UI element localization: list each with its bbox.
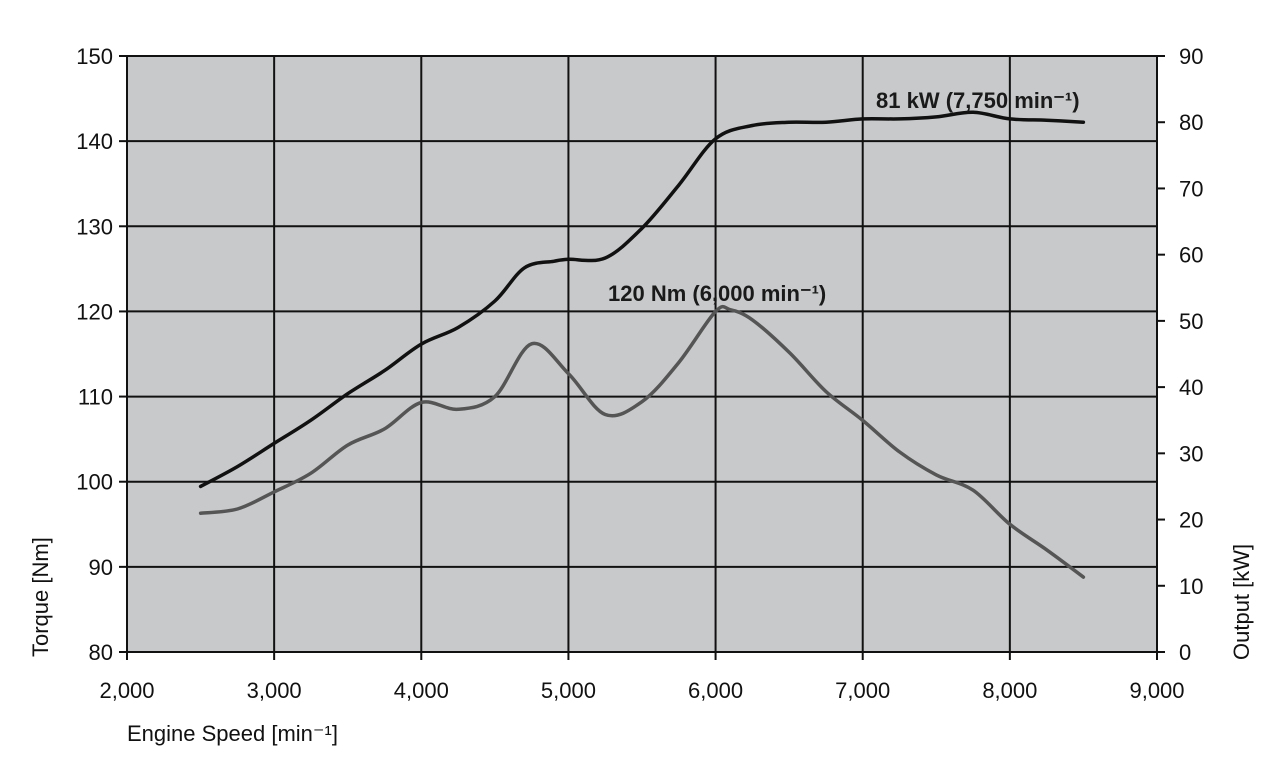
torque-tick-label-1: 90 — [89, 555, 113, 580]
torque-axis-title: Torque [Nm] — [28, 537, 53, 657]
output-tick-label-0: 0 — [1179, 640, 1191, 665]
output-tick-label-5: 50 — [1179, 309, 1203, 334]
torque-tick-label-0: 80 — [89, 640, 113, 665]
x-tick-label-1: 3,000 — [247, 678, 302, 703]
torque-curve — [198, 304, 1086, 579]
output-tick-label-9: 90 — [1179, 44, 1203, 69]
data-series — [198, 110, 1086, 579]
output-tick-label-3: 30 — [1179, 441, 1203, 466]
peak-output-annotation: 81 kW (7,750 min⁻¹) — [876, 88, 1080, 113]
x-tick-label-2: 4,000 — [394, 678, 449, 703]
output-axis-title: Output [kW] — [1229, 544, 1254, 660]
torque-tick-label-3: 110 — [78, 385, 113, 410]
torque-tick-label-5: 130 — [76, 214, 113, 239]
output-tick-label-7: 70 — [1179, 176, 1203, 201]
x-tick-label-5: 7,000 — [835, 678, 890, 703]
x-axis-title: Engine Speed [min⁻¹] — [127, 721, 338, 746]
torque-tick-label-6: 140 — [76, 129, 113, 154]
x-tick-label-7: 9,000 — [1129, 678, 1184, 703]
x-tick-label-6: 8,000 — [982, 678, 1037, 703]
output-tick-label-4: 40 — [1179, 375, 1203, 400]
output-tick-label-8: 80 — [1179, 110, 1203, 135]
peak-torque-annotation: 120 Nm (6,000 min⁻¹) — [608, 281, 826, 306]
x-tick-label-4: 6,000 — [688, 678, 743, 703]
plot-area — [126, 55, 1158, 653]
output-curve — [198, 110, 1086, 489]
output-tick-label-2: 20 — [1179, 508, 1203, 533]
torque-tick-label-2: 100 — [76, 470, 113, 495]
torque-tick-label-4: 120 — [76, 299, 113, 324]
output-axis-ticks: 0 10 20 30 40 50 60 70 80 90 — [1157, 44, 1203, 665]
output-tick-label-6: 60 — [1179, 243, 1203, 268]
x-tick-label-3: 5,000 — [541, 678, 596, 703]
torque-axis-ticks: 80 90 100 110 120 130 140 150 — [76, 44, 127, 665]
output-tick-label-1: 10 — [1179, 574, 1203, 599]
torque-tick-label-7: 150 — [76, 44, 113, 69]
x-tick-label-0: 2,000 — [99, 678, 154, 703]
x-axis-ticks: 2,000 3,000 4,000 5,000 6,000 7,000 8,000 9,000 — [99, 652, 1185, 703]
